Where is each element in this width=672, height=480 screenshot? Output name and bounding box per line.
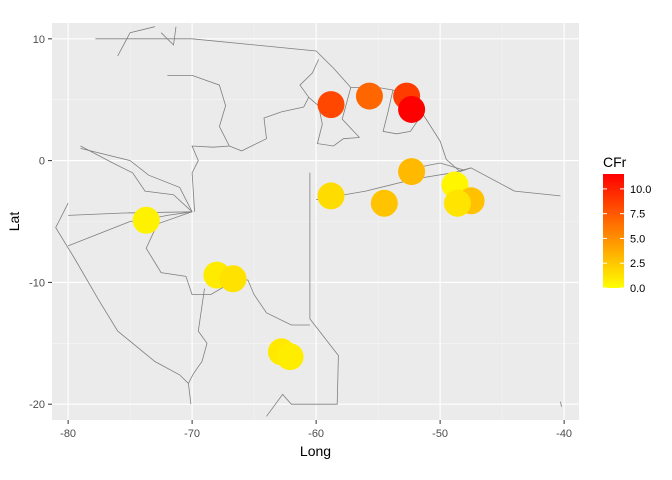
boundary-line	[117, 26, 155, 57]
data-point	[317, 91, 345, 119]
boundary-line	[560, 401, 562, 407]
legend-break-label: 10.0	[630, 184, 651, 196]
data-points	[132, 82, 485, 371]
boundary-line	[299, 59, 319, 98]
legend-title: CFr	[603, 154, 627, 170]
boundary-line	[80, 145, 193, 213]
legend-break-label: 5.0	[630, 233, 645, 245]
data-point	[132, 206, 160, 234]
boundary-line	[382, 89, 411, 135]
x-axis-title: Long	[300, 443, 331, 459]
data-point	[219, 265, 247, 293]
data-point	[398, 158, 426, 186]
x-tick-label: -70	[184, 428, 200, 440]
boundary-line	[266, 172, 339, 417]
data-point	[276, 343, 304, 371]
legend-break-label: 7.5	[630, 209, 645, 221]
data-point	[443, 189, 471, 217]
y-tick-label: 10	[33, 34, 45, 46]
data-point	[370, 189, 398, 217]
boundary-line	[160, 26, 177, 46]
y-tick-label: -10	[29, 277, 45, 289]
boundary-line	[80, 148, 193, 212]
boundary-line	[55, 203, 189, 384]
data-point	[317, 182, 345, 210]
x-axis-ticks: -80 -70 -60 -50 -40	[60, 420, 572, 440]
boundary-line	[68, 211, 193, 216]
data-point	[355, 82, 383, 110]
x-tick-label: -60	[308, 428, 324, 440]
legend-colorbar	[603, 174, 624, 288]
legend: CFr 0.0 2.5 5.0 7.5 10.0	[603, 154, 651, 295]
legend-break-label: 2.5	[630, 258, 645, 270]
boundary-line	[229, 97, 310, 152]
data-point	[398, 95, 426, 123]
y-axis-title: Lat	[6, 212, 22, 232]
x-tick-label: -40	[556, 428, 572, 440]
boundary-line	[145, 211, 310, 326]
y-axis-ticks: 10 0 -10 -20	[29, 34, 52, 411]
x-tick-label: -80	[60, 428, 76, 440]
boundary-line	[341, 87, 360, 138]
y-tick-label: 0	[39, 156, 45, 168]
legend-breaks: 0.0 2.5 5.0 7.5 10.0	[603, 184, 651, 295]
legend-break-label: 0.0	[630, 283, 645, 295]
x-tick-label: -50	[432, 428, 448, 440]
y-tick-label: -20	[29, 399, 45, 411]
